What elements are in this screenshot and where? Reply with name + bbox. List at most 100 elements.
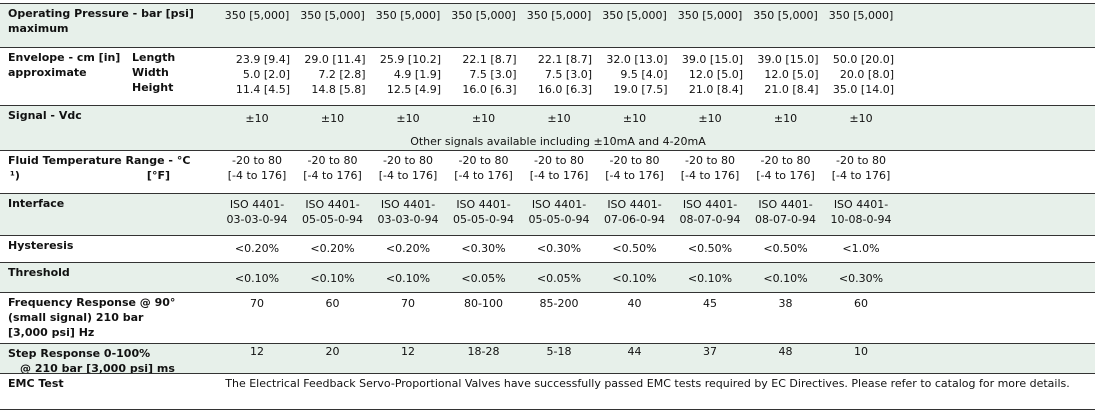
row-label: Fluid Temperature Range - °C	[8, 154, 191, 167]
cell-value: 50.0 [20.0]	[832, 53, 894, 66]
table-row: Threshold <0.10% <0.10% <0.10% <0.05% <0.05% <…	[0, 262, 1095, 292]
cell-value: 14.8 [5.8]	[311, 83, 366, 96]
table-row: Interface ISO 4401- 03-03-0-94 ISO 4401- 05-…	[0, 193, 1095, 235]
cell-value: ISO 4401-	[380, 198, 436, 211]
cell-value: 12.0 [5.0]	[688, 68, 743, 81]
cell-value: <0.20%	[310, 242, 355, 255]
cell-value: 45	[703, 297, 717, 310]
cell-value: 60	[854, 297, 868, 310]
cell-value: [-4 to 176]	[303, 169, 362, 182]
cell-value: ISO 4401-	[607, 198, 662, 211]
cell-value: [-4 to 176]	[756, 169, 815, 182]
cell-value: <0.20%	[234, 242, 280, 255]
cell-value: 9.5 [4.0]	[620, 68, 668, 81]
cell-value: ISO 4401-	[758, 198, 813, 211]
row-label: @ 210 bar [3,000 psi] ms	[20, 362, 175, 375]
cell-value: 7.5 [3.0]	[469, 68, 517, 81]
cell-value: 350 [5,000]	[300, 9, 365, 22]
row-label: EMC Test	[8, 377, 64, 390]
cell-value: 350 [5,000]	[602, 9, 667, 22]
cell-value: ±10	[698, 112, 722, 125]
cell-value: 350 [5,000]	[526, 9, 592, 22]
cell-value: ISO 4401-	[229, 198, 285, 211]
cell-value: <0.20%	[385, 242, 431, 255]
cell-value: 20.0 [8.0]	[839, 68, 894, 81]
cell-value: ISO 4401-	[833, 198, 889, 211]
cell-value: 5.0 [2.0]	[242, 68, 290, 81]
table-row: Envelope - cm [in] approximate Length Width…	[0, 47, 1095, 105]
cell-value: 08-07-0-94	[755, 213, 816, 226]
cell-value: ±10	[547, 112, 571, 125]
table-row: Signal - Vdc ±10 ±10 ±10 ±10 ±10 ±10 ±10 ±10 ±10 O…	[0, 105, 1095, 150]
table-row: Fluid Temperature Range - °C ¹) [°F] -20 to…	[0, 150, 1095, 193]
cell-value: 7.2 [2.8]	[318, 68, 366, 81]
cell-value: [-4 to 176]	[680, 169, 740, 182]
cell-value: -20 to 80	[760, 154, 811, 167]
cell-value: 05-05-0-94	[453, 213, 514, 226]
cell-value: 03-03-0-94	[226, 213, 288, 226]
cell-value: ±10	[849, 112, 873, 125]
cell-value: -20 to 80	[232, 154, 282, 167]
cell-value: 12	[401, 345, 415, 358]
row-label: Operating Pressure - bar [psi]	[8, 7, 194, 20]
row-label: Interface	[8, 197, 65, 210]
cell-value: 29.0 [11.4]	[304, 53, 366, 66]
cell-value: <0.30%	[536, 242, 582, 255]
cell-value: 38	[778, 297, 793, 310]
cell-value: [-4 to 176]	[831, 169, 891, 182]
cell-value: 60	[325, 297, 340, 310]
row-label: Step Response 0-100%	[8, 347, 151, 360]
cell-value: 05-05-0-94	[528, 213, 590, 226]
cell-value: <0.10%	[763, 272, 808, 285]
table-row: Step Response 0-100% @ 210 bar [3,000 psi…	[0, 343, 1095, 375]
cell-value: [-4 to 176]	[378, 169, 438, 182]
row-sub-label: Length	[132, 51, 176, 64]
cell-value: <0.10%	[310, 272, 355, 285]
cell-value: 350 [5,000]	[828, 9, 894, 22]
cell-value: ±10	[773, 112, 798, 125]
row-sub-label: Width	[132, 66, 169, 79]
cell-value: 35.0 [14.0]	[832, 83, 894, 96]
cell-value: 32.0 [13.0]	[606, 53, 668, 66]
cell-value: ±10	[471, 112, 496, 125]
cell-value: 40	[627, 297, 642, 310]
cell-value: 48	[778, 345, 793, 358]
cell-value: <0.50%	[687, 242, 733, 255]
cell-value: 11.4 [4.5]	[235, 83, 290, 96]
cell-value: ISO 4401-	[682, 198, 738, 211]
table-row: Frequency Response @ 90° (small signal) 2…	[0, 292, 1095, 343]
cell-value: -20 to 80	[836, 154, 886, 167]
cell-value: -20 to 80	[609, 154, 660, 167]
cell-value: 350 [5,000]	[451, 9, 516, 22]
cell-value: <0.10%	[687, 272, 733, 285]
cell-value: 80-100	[464, 297, 503, 310]
cell-value: -20 to 80	[458, 154, 509, 167]
row-sub-label: [°F]	[146, 169, 170, 182]
cell-value: 25.9 [10.2]	[379, 53, 441, 66]
cell-value: [-4 to 176]	[529, 169, 589, 182]
cell-value: -20 to 80	[685, 154, 735, 167]
cell-value: -20 to 80	[383, 154, 433, 167]
cell-value: <0.10%	[612, 272, 657, 285]
cell-value: ISO 4401-	[456, 198, 511, 211]
cell-value: [-4 to 176]	[227, 169, 287, 182]
cell-value: <0.30%	[461, 242, 506, 255]
cell-value: 05-05-0-94	[302, 213, 363, 226]
cell-value: 16.0 [6.3]	[462, 83, 517, 96]
cell-value: 4.9 [1.9]	[393, 68, 441, 81]
cell-value: 10	[854, 345, 868, 358]
cell-value: <1.0%	[842, 242, 880, 255]
cell-value: <0.05%	[536, 272, 582, 285]
cell-value: 23.9 [9.4]	[235, 53, 290, 66]
row-label: Frequency Response @ 90°	[8, 296, 176, 309]
table-row: Operating Pressure - bar [psi] maximum 350…	[0, 3, 1095, 47]
cell-value: 07-06-0-94	[604, 213, 665, 226]
cell-value: [-4 to 176]	[454, 169, 513, 182]
cell-value: 22.1 [8.7]	[462, 53, 517, 66]
cell-value: 350 [5,000]	[677, 9, 743, 22]
cell-value: <0.50%	[612, 242, 657, 255]
cell-value: ISO 4401-	[305, 198, 360, 211]
cell-value: 18-28	[467, 345, 500, 358]
cell-value: 44	[627, 345, 642, 358]
